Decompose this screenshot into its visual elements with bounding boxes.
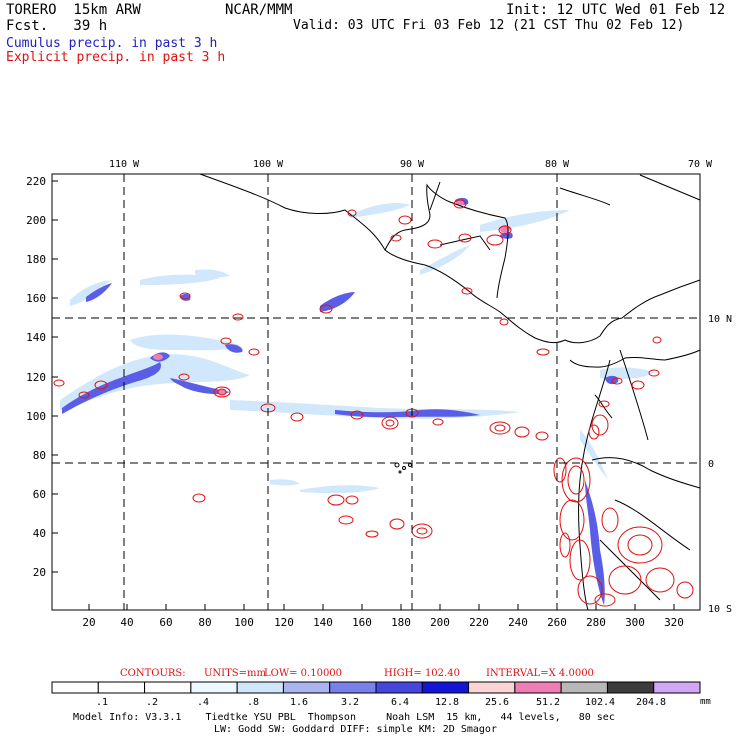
y-tick: 200 bbox=[26, 214, 46, 227]
lon-label-90w: 90 W bbox=[400, 159, 425, 170]
x-tick: 280 bbox=[586, 616, 606, 629]
colorbar-label: 6.4 bbox=[390, 697, 410, 708]
y-tick: 100 bbox=[26, 410, 46, 423]
colorbar-unit: mm bbox=[700, 697, 711, 707]
colorbar-label: 102.4 bbox=[584, 697, 616, 708]
colorbar-label: 12.8 bbox=[434, 697, 460, 708]
model-name: TORERO 15km ARW bbox=[6, 2, 141, 18]
field-explicit-label: Explicit precip. in past 3 h bbox=[6, 50, 226, 65]
x-tick: 100 bbox=[234, 616, 254, 629]
forecast-hour: Fcst. 39 h bbox=[6, 18, 108, 34]
colorbar-swatch bbox=[144, 681, 192, 694]
colorbar-swatch bbox=[236, 681, 284, 694]
lat-label-10n: 10 N bbox=[708, 314, 732, 325]
valid-time: Valid: 03 UTC Fri 03 Feb 12 (21 CST Thu … bbox=[293, 18, 685, 33]
colorbar-swatch bbox=[329, 681, 377, 694]
lat-label-10s: 10 S bbox=[708, 604, 732, 615]
colorbar-label: .1 bbox=[95, 697, 109, 708]
colorbar-swatch bbox=[51, 681, 99, 694]
colorbar-swatch bbox=[375, 681, 423, 694]
colorbar-swatch bbox=[190, 681, 238, 694]
lon-label-110w: 110 W bbox=[109, 159, 140, 170]
colorbar-swatch bbox=[468, 681, 516, 694]
lat-label-0: 0 bbox=[708, 459, 714, 470]
colorbar-swatch bbox=[653, 681, 701, 694]
x-tick: 300 bbox=[625, 616, 645, 629]
y-tick: 40 bbox=[33, 527, 46, 540]
coastlines bbox=[199, 173, 701, 611]
colorbar-swatch bbox=[282, 681, 331, 694]
x-tick: 40 bbox=[120, 616, 133, 629]
colorbar-label: 204.8 bbox=[635, 697, 667, 708]
y-tick: 220 bbox=[26, 175, 46, 188]
x-tick: 80 bbox=[198, 616, 211, 629]
colorbar-swatch bbox=[514, 681, 562, 694]
colorbar-swatch bbox=[421, 681, 470, 694]
contours-interval: INTERVAL=X 4.0000 bbox=[486, 668, 594, 679]
contours-high: HIGH= 102.40 bbox=[384, 668, 460, 679]
field-cumulus-label: Cumulus precip. in past 3 h bbox=[6, 36, 218, 51]
lat-lon-grid bbox=[52, 174, 700, 610]
model-info-line1: Model Info: V3.3.1 Tiedtke YSU PBL Thomp… bbox=[73, 712, 615, 723]
colorbar-label: 25.6 bbox=[484, 697, 510, 708]
lon-label-100w: 100 W bbox=[253, 159, 284, 170]
colorbar-swatch bbox=[606, 681, 655, 694]
x-axis-ticks bbox=[88, 604, 675, 610]
x-tick: 320 bbox=[664, 616, 684, 629]
colorbar-label: 1.6 bbox=[289, 697, 309, 708]
colorbar-swatch bbox=[97, 681, 146, 694]
model-info-line2: LW: Godd SW: Goddard DIFF: simple KM: 2D… bbox=[214, 724, 497, 735]
colorbar bbox=[51, 681, 701, 694]
contours-label: CONTOURS: bbox=[120, 668, 186, 679]
y-tick: 140 bbox=[26, 331, 46, 344]
y-tick: 20 bbox=[33, 566, 46, 579]
colorbar-label: 51.2 bbox=[535, 697, 561, 708]
y-tick: 80 bbox=[33, 449, 46, 462]
lon-label-80w: 80 W bbox=[545, 159, 570, 170]
x-tick: 60 bbox=[159, 616, 172, 629]
y-tick: 180 bbox=[26, 253, 46, 266]
map-frame bbox=[51, 173, 701, 611]
colorbar-label: .4 bbox=[196, 697, 210, 708]
x-tick: 220 bbox=[469, 616, 489, 629]
x-tick: 140 bbox=[313, 616, 333, 629]
init-time: Init: 12 UTC Wed 01 Feb 12 bbox=[506, 2, 726, 18]
y-tick: 160 bbox=[26, 292, 46, 305]
x-tick: 20 bbox=[82, 616, 95, 629]
x-tick: 260 bbox=[547, 616, 567, 629]
x-tick: 240 bbox=[508, 616, 528, 629]
y-axis-ticks bbox=[52, 180, 58, 573]
y-tick: 60 bbox=[33, 488, 46, 501]
colorbar-label: 3.2 bbox=[340, 697, 360, 708]
x-tick: 180 bbox=[391, 616, 411, 629]
x-tick: 120 bbox=[274, 616, 294, 629]
x-tick: 200 bbox=[430, 616, 450, 629]
colorbar-label: .8 bbox=[246, 697, 260, 708]
colorbar-swatch bbox=[560, 681, 608, 694]
contours-units: UNITS=mm bbox=[204, 668, 267, 679]
lon-label-70w: 70 W bbox=[688, 159, 713, 170]
organization: NCAR/MMM bbox=[225, 2, 293, 18]
y-tick: 120 bbox=[26, 371, 46, 384]
contours-low: LOW= 0.10000 bbox=[264, 668, 342, 679]
colorbar-label: .2 bbox=[145, 697, 159, 708]
x-tick: 160 bbox=[352, 616, 372, 629]
